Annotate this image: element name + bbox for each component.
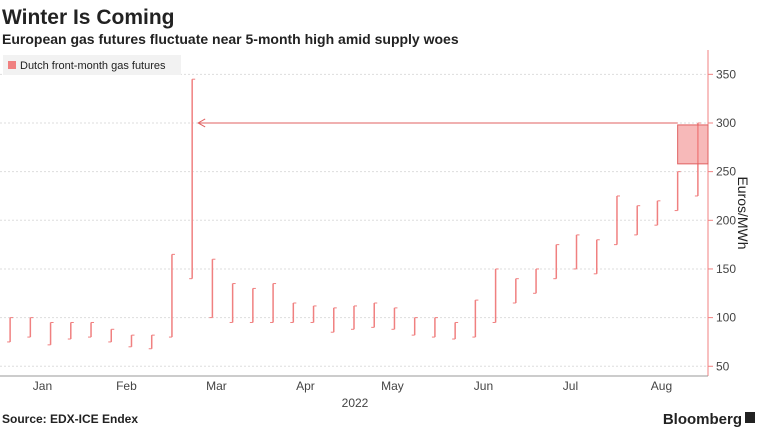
y-tick-label: 250 (716, 165, 736, 179)
source: Source: EDX-ICE Endex (2, 412, 138, 426)
brand-icon (745, 412, 755, 423)
subtitle: European gas futures fluctuate near 5-mo… (2, 31, 459, 47)
y-tick-label: 150 (716, 262, 736, 276)
y-tick-label: 300 (716, 116, 736, 130)
x-tick-label: Jan (33, 379, 52, 393)
x-axis-label: 2022 (342, 396, 369, 410)
y-tick-label: 100 (716, 311, 736, 325)
x-tick-label: Jun (474, 379, 493, 393)
legend-box (3, 55, 181, 75)
title: Winter Is Coming (2, 6, 174, 29)
highlight-box (677, 124, 709, 165)
x-tick-label: Apr (296, 379, 315, 393)
brand: Bloomberg (663, 411, 742, 428)
y-tick-label: 200 (716, 213, 736, 227)
y-axis-label: Euros/MWh (735, 176, 751, 249)
x-tick-label: Jul (563, 379, 578, 393)
x-tick-label: Aug (651, 379, 672, 393)
x-tick-label: Feb (116, 379, 137, 393)
x-tick-label: Mar (206, 379, 227, 393)
y-tick-label: 350 (716, 67, 736, 81)
x-tick-label: May (381, 379, 404, 393)
y-tick-label: 50 (716, 359, 730, 373)
legend-swatch (8, 61, 16, 69)
legend-label: Dutch front-month gas futures (20, 60, 166, 72)
arrow-head (197, 118, 206, 128)
